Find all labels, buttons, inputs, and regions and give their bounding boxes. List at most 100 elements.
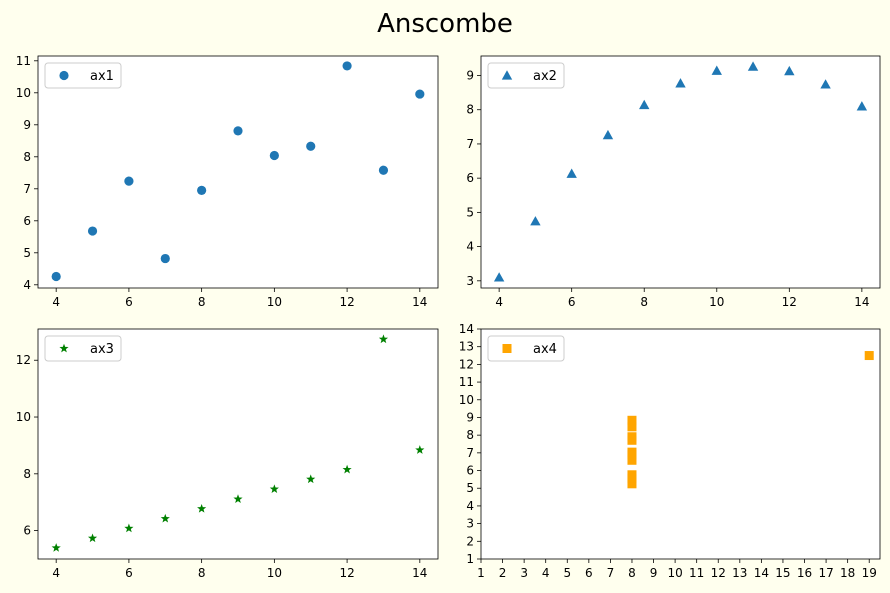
data-point xyxy=(306,474,316,484)
data-point xyxy=(747,61,759,71)
y-tick-label: 8 xyxy=(23,467,31,481)
data-point xyxy=(627,450,637,460)
data-point xyxy=(197,503,207,513)
y-tick-label: 13 xyxy=(459,340,474,354)
x-tick-label: 10 xyxy=(267,295,282,309)
legend-label: ax4 xyxy=(533,342,557,357)
legend-label: ax1 xyxy=(90,69,114,84)
data-point xyxy=(51,543,61,552)
legend-marker xyxy=(59,70,69,81)
legend-box xyxy=(44,62,122,89)
y-tick-label: 1 xyxy=(466,552,474,566)
y-tick-label: 5 xyxy=(466,481,474,495)
y-tick-label: 6 xyxy=(23,214,31,228)
y-tick-label: 7 xyxy=(23,182,31,196)
data-point xyxy=(124,176,134,186)
plot-area xyxy=(38,329,438,559)
y-tick-label: 12 xyxy=(459,357,474,371)
y-tick-label: 11 xyxy=(459,375,474,389)
x-tick-label: 12 xyxy=(339,566,354,580)
x-tick-label: 10 xyxy=(667,566,682,580)
data-point xyxy=(627,432,637,442)
data-point xyxy=(160,513,170,523)
y-tick-label: 3 xyxy=(466,517,474,531)
x-tick-label: 14 xyxy=(412,295,427,309)
figure-title: Anscombe xyxy=(377,9,513,39)
y-tick-label: 9 xyxy=(466,410,474,424)
x-tick-label: 10 xyxy=(709,295,724,309)
y-tick-label: 12 xyxy=(16,353,31,367)
x-tick-label: 10 xyxy=(267,566,282,580)
y-tick-label: 10 xyxy=(16,86,31,100)
x-tick-label: 7 xyxy=(607,566,615,580)
data-point xyxy=(493,272,505,282)
x-tick-label: 9 xyxy=(650,566,658,580)
x-tick-label: 4 xyxy=(542,566,550,580)
x-tick-label: 16 xyxy=(797,566,812,580)
data-point xyxy=(197,185,207,195)
data-point xyxy=(269,484,279,494)
y-tick-label: 4 xyxy=(466,240,474,254)
data-point xyxy=(627,455,637,465)
data-point xyxy=(627,422,637,432)
data-point xyxy=(566,168,577,178)
x-tick-label: 14 xyxy=(754,566,769,580)
data-point xyxy=(415,89,425,99)
subplot-ax4: 1 2 3 4 5 6 7 8 9 10 11 12 13 14 15 16 17 18 1912345678910… xyxy=(459,322,881,580)
legend-label: ax3 xyxy=(90,342,114,357)
axes-frame xyxy=(480,55,881,289)
data-point xyxy=(378,334,389,344)
x-tick-label: 8 xyxy=(198,566,206,580)
data-point xyxy=(530,216,541,226)
y-tick-label: 14 xyxy=(459,322,474,336)
y-tick-label: 6 xyxy=(466,171,474,185)
x-tick-label: 15 xyxy=(775,566,790,580)
x-tick-label: 4 xyxy=(52,566,60,580)
data-point xyxy=(711,65,722,75)
y-tick-label: 2 xyxy=(466,534,474,548)
y-tick-label: 11 xyxy=(16,54,31,68)
x-tick-label: 4 xyxy=(52,295,60,309)
data-point xyxy=(627,415,637,425)
legend-marker xyxy=(501,70,513,80)
x-tick-label: 14 xyxy=(854,295,869,309)
x-tick-label: 14 xyxy=(412,566,427,580)
y-tick-label: 7 xyxy=(466,137,474,151)
axes-frame xyxy=(37,55,439,289)
data-point xyxy=(233,494,243,503)
y-tick-label: 9 xyxy=(466,69,474,83)
subplot-ax1: 4 6 8 10 12 14 4 5 6 7 8 9 10 11 ax1 xyxy=(16,54,439,309)
data-point xyxy=(602,129,614,140)
x-tick-label: 6 xyxy=(585,566,593,580)
x-tick-label: 12 xyxy=(711,566,726,580)
data-point xyxy=(856,101,868,111)
x-tick-label: 8 xyxy=(640,295,648,309)
y-tick-label: 4 xyxy=(23,278,31,292)
y-tick-label: 3 xyxy=(466,274,474,288)
data-point xyxy=(675,78,686,88)
x-tick-label: 8 xyxy=(628,566,636,580)
x-tick-label: 17 xyxy=(818,566,833,580)
x-tick-label: 11 xyxy=(689,566,704,580)
y-tick-label: 6 xyxy=(23,524,31,538)
x-tick-label: 8 xyxy=(198,295,206,309)
data-point xyxy=(269,150,279,161)
y-tick-label: 10 xyxy=(459,393,474,407)
data-point xyxy=(342,61,352,71)
subplot-ax3: 4 6 8 10 12 14 6 8 10 12 ax3 xyxy=(16,328,439,580)
y-tick-label: 8 xyxy=(23,150,31,164)
data-point xyxy=(160,253,170,264)
data-point xyxy=(378,165,389,175)
data-point xyxy=(639,99,650,110)
x-tick-label: 12 xyxy=(339,295,354,309)
legend-label: ax2 xyxy=(533,69,557,84)
legend-box xyxy=(487,335,565,362)
x-tick-label: 1 xyxy=(477,566,485,580)
legend-marker xyxy=(59,343,69,353)
x-tick-label: 6 xyxy=(125,295,133,309)
y-tick-label: 10 xyxy=(16,410,31,424)
data-point xyxy=(864,351,874,361)
data-point xyxy=(51,271,61,282)
y-tick-label: 6 xyxy=(466,464,474,478)
